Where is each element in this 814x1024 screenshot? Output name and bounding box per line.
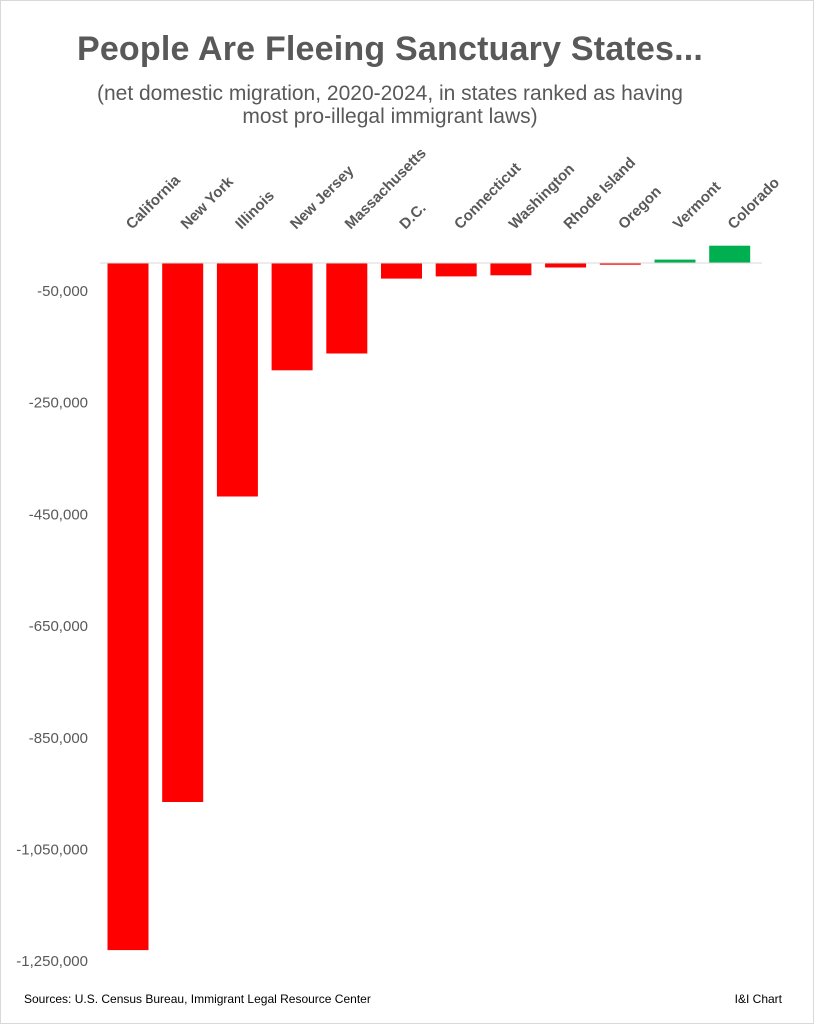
x-tick-label-oregon: Oregon bbox=[615, 183, 665, 233]
bar-new-york bbox=[162, 263, 204, 802]
bar-rhode-island bbox=[545, 263, 587, 268]
x-tick-label-california: California bbox=[123, 171, 184, 232]
subtitle-line-2: most pro-illegal immigrant laws) bbox=[242, 105, 538, 128]
bar-california bbox=[107, 263, 149, 951]
y-tick-label: -250,000 bbox=[29, 395, 88, 412]
chart-credit: I&I Chart bbox=[734, 992, 782, 1006]
bar-oregon bbox=[599, 263, 641, 265]
x-tick-label-new-york: New York bbox=[178, 173, 238, 233]
y-tick-label: -1,250,000 bbox=[16, 953, 88, 970]
y-tick-label: -50,000 bbox=[37, 283, 88, 300]
bar-washington bbox=[490, 263, 532, 276]
y-tick-label: -850,000 bbox=[29, 730, 88, 747]
bar-d-c bbox=[381, 263, 422, 279]
chart-title: People Are Fleeing Sanctuary States... bbox=[76, 30, 704, 68]
chart-subtitle: (net domestic migration, 2020-2024, in s… bbox=[0, 82, 780, 128]
sources-note: Sources: U.S. Census Bureau, Immigrant L… bbox=[24, 992, 371, 1006]
bar-illinois bbox=[216, 263, 258, 497]
y-tick-label: -650,000 bbox=[29, 618, 88, 635]
y-tick-label: -1,050,000 bbox=[16, 842, 88, 859]
bar-massachusetts bbox=[326, 263, 368, 354]
x-tick-label-illinois: Illinois bbox=[232, 187, 278, 233]
x-tick-label-vermont: Vermont bbox=[670, 178, 724, 232]
x-tick-label-colorado: Colorado bbox=[725, 174, 784, 233]
bar-connecticut bbox=[435, 263, 477, 277]
y-tick-label: -450,000 bbox=[29, 506, 88, 523]
x-tick-label-d-c: D.C. bbox=[396, 200, 429, 233]
subtitle-line-1: (net domestic migration, 2020-2024, in s… bbox=[96, 82, 683, 105]
bar-colorado bbox=[709, 245, 751, 263]
bar-vermont bbox=[654, 259, 696, 263]
bar-new-jersey bbox=[271, 263, 313, 371]
